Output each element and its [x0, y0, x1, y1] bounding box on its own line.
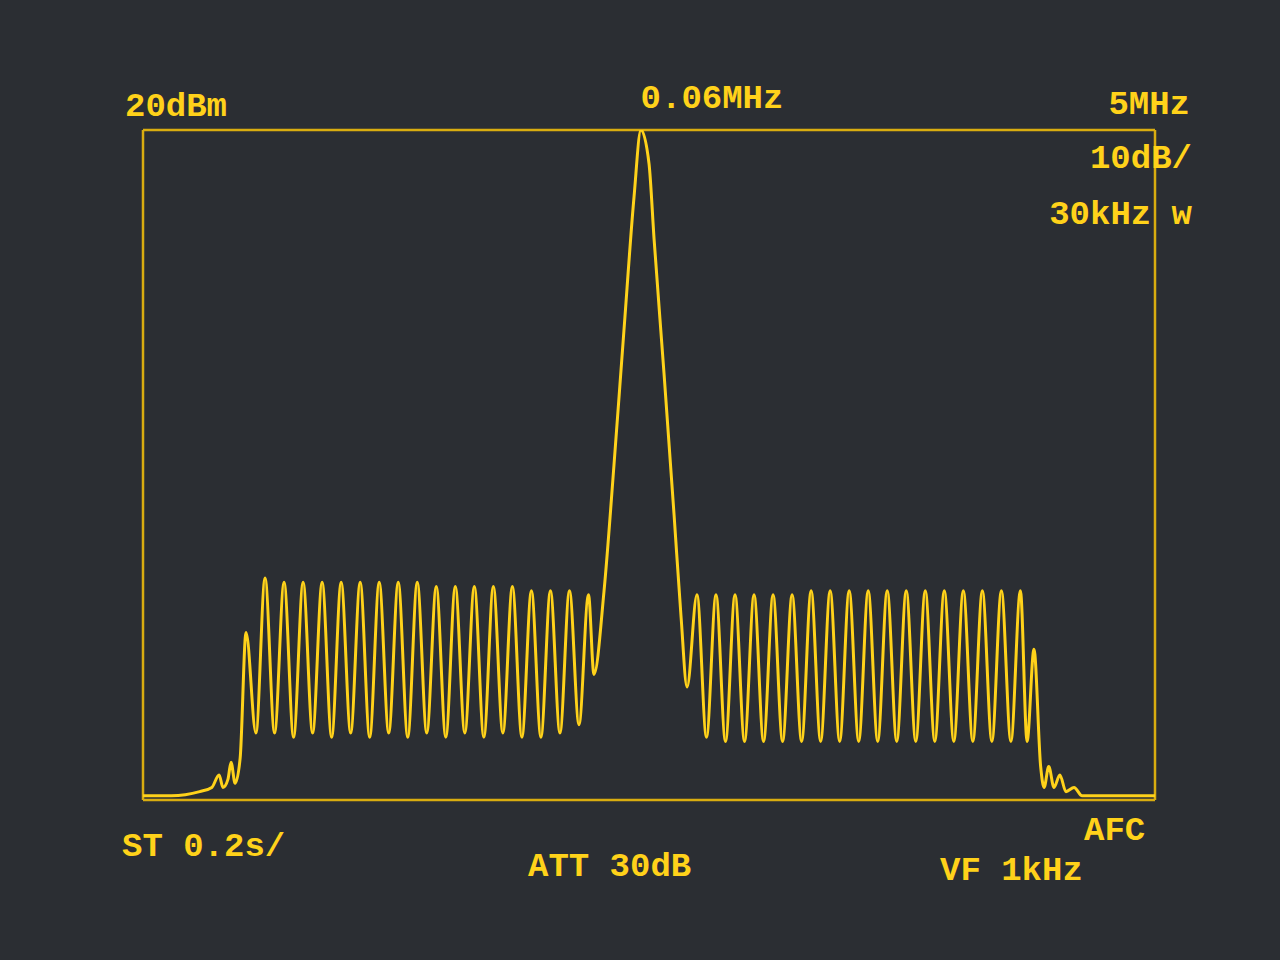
svg-text:VF 1kHz: VF 1kHz	[940, 852, 1083, 890]
svg-text:AFC: AFC	[1084, 812, 1145, 850]
svg-text:30kHz w: 30kHz w	[1049, 196, 1192, 234]
svg-text:0.06MHz: 0.06MHz	[641, 80, 784, 118]
svg-text:ATT 30dB: ATT 30dB	[528, 848, 691, 886]
svg-text:10dB/: 10dB/	[1090, 140, 1192, 178]
svg-text:ST 0.2s/: ST 0.2s/	[122, 828, 285, 866]
svg-text:5MHz: 5MHz	[1108, 86, 1190, 124]
svg-text:20dBm: 20dBm	[125, 88, 227, 126]
